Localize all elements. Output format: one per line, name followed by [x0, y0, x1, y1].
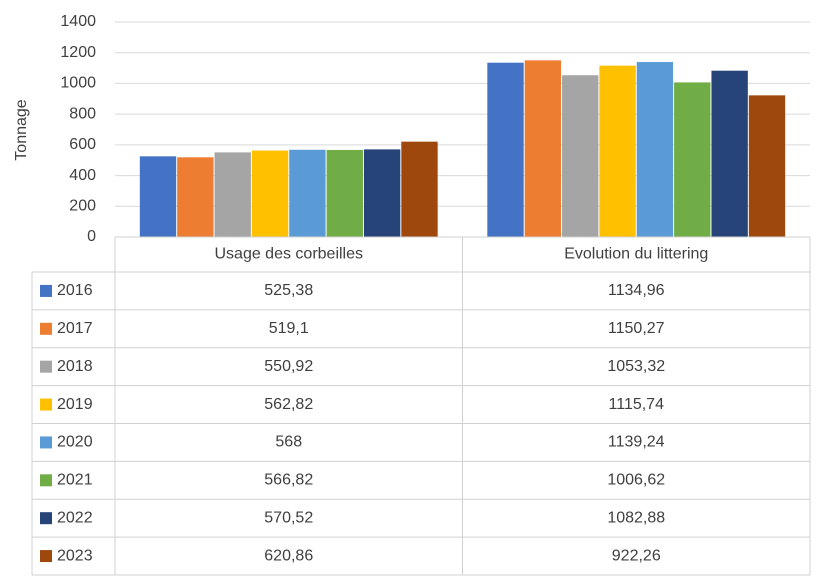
y-tick-label: 600 — [69, 136, 96, 153]
bar — [711, 70, 748, 238]
bar — [251, 150, 289, 237]
table-value: 1082,88 — [607, 509, 665, 526]
legend-label: 2018 — [57, 358, 93, 375]
y-tick-label: 1200 — [60, 44, 96, 61]
legend-key — [40, 550, 52, 563]
bar — [139, 156, 177, 237]
bar — [289, 149, 326, 237]
legend-key — [40, 360, 52, 373]
legend-label: 2020 — [57, 434, 93, 451]
bar — [487, 62, 524, 237]
table-value: 1053,32 — [607, 358, 665, 375]
legend-label: 2021 — [57, 472, 93, 489]
bar — [214, 152, 251, 237]
bar — [363, 149, 401, 237]
legend-key — [40, 512, 52, 525]
legend-label: 2023 — [57, 547, 93, 564]
table-value: 568 — [275, 434, 302, 451]
bar — [674, 82, 711, 237]
table-value: 570,52 — [264, 509, 313, 526]
y-tick-label: 0 — [87, 228, 96, 245]
bar — [599, 65, 636, 238]
y-tick-label: 1400 — [60, 13, 96, 30]
x-tick-label: Evolution du littering — [564, 246, 708, 263]
table-value: 562,82 — [264, 396, 313, 413]
table-value: 1150,27 — [608, 320, 665, 337]
bar — [562, 75, 599, 237]
table-value: 922,26 — [612, 547, 661, 564]
table-value: 1115,74 — [609, 396, 665, 413]
table-value: 1139,24 — [608, 434, 665, 451]
y-tick-label: 800 — [69, 105, 96, 122]
legend-label: 2017 — [57, 320, 93, 337]
legend-key — [40, 436, 52, 449]
bar — [524, 60, 562, 237]
y-axis-title: Tonnage — [13, 99, 30, 160]
table-value: 1006,62 — [607, 472, 665, 489]
x-tick-label: Usage des corbeilles — [214, 246, 363, 263]
y-tick-label: 200 — [69, 198, 96, 215]
bar — [401, 141, 438, 237]
table-value: 525,38 — [264, 282, 313, 299]
table-value: 1134,96 — [608, 282, 665, 299]
legend-label: 2019 — [57, 396, 93, 413]
bar — [177, 157, 214, 237]
legend-label: 2022 — [57, 509, 93, 526]
legend-label: 2016 — [57, 282, 93, 299]
table-value: 519,1 — [269, 320, 309, 337]
bar — [748, 95, 786, 237]
table-value: 566,82 — [264, 472, 313, 489]
legend-key — [40, 322, 52, 335]
y-tick-label: 1000 — [60, 75, 96, 92]
legend-key — [40, 284, 52, 297]
bar — [636, 62, 674, 237]
y-tick-label: 400 — [69, 167, 96, 184]
table-value: 550,92 — [264, 358, 313, 375]
legend-key — [40, 398, 52, 411]
bar — [326, 149, 363, 237]
legend-key — [40, 474, 52, 487]
table-value: 620,86 — [264, 547, 313, 564]
